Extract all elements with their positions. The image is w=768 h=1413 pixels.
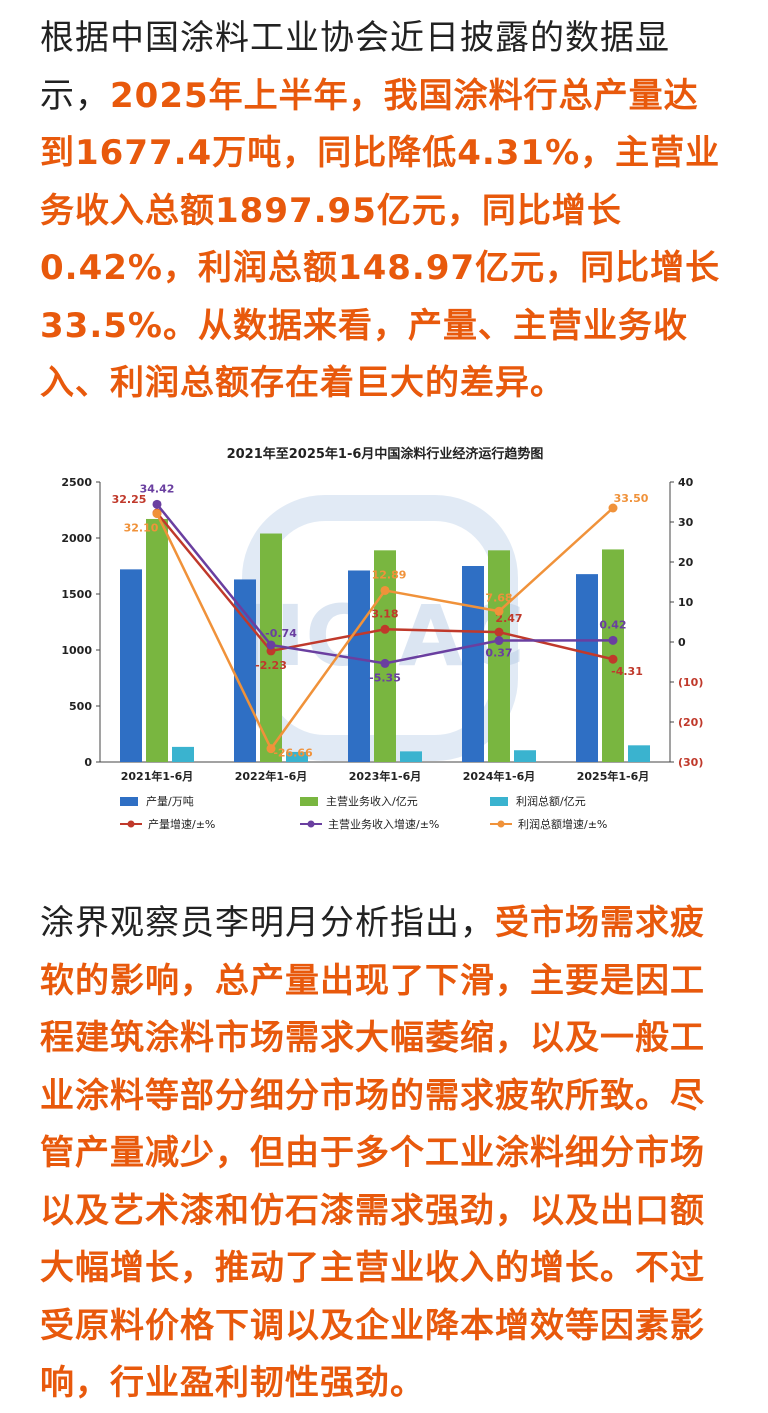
right-tick-label: 30 (678, 516, 694, 529)
line-point-3-1 (152, 509, 162, 519)
line-point-1-5 (608, 654, 618, 664)
legend-marker (127, 820, 135, 828)
category-label: 2021年1-6月 (121, 769, 194, 783)
right-tick-label: (30) (678, 756, 703, 769)
data-label-3-3: 12.89 (372, 568, 407, 581)
chart-title: 2021年至2025年1-6月中国涂料行业经济运行趋势图 (227, 446, 544, 462)
right-tick-label: 40 (678, 476, 694, 489)
data-label-2-5: 0.42 (599, 618, 626, 631)
left-tick-label: 2500 (61, 476, 92, 489)
category-label: 2022年1-6月 (235, 769, 308, 783)
bar-2-1 (146, 518, 168, 762)
legend-swatch (490, 797, 508, 806)
bar-3-4 (514, 750, 536, 762)
legend-swatch (120, 797, 138, 806)
line-point-3-3 (380, 585, 390, 595)
paragraph-1: 根据中国涂料工业协会近日披露的数据显示，2025年上半年，我国涂料行总产量达到1… (40, 10, 730, 413)
paragraph-1-lead: 根据中国涂料工业协会近日披露的数据显示， (40, 18, 670, 116)
legend-marker (307, 820, 315, 828)
paragraph-2-highlight: 受市场需求疲软的影响，总产量出现了下滑，主要是因工程建筑涂料市场需求大幅萎缩，以… (40, 903, 705, 1403)
paragraph-1-highlight: 2025年上半年，我国涂料行总产量达到1677.4万吨，同比降低4.31%，主营… (40, 75, 721, 404)
line-point-2-4 (494, 636, 504, 646)
category-label: 2023年1-6月 (349, 769, 422, 783)
right-tick-label: 10 (678, 596, 694, 609)
line-point-2-1 (152, 499, 162, 509)
category-label: 2024年1-6月 (463, 769, 536, 783)
left-tick-label: 1000 (61, 644, 92, 657)
right-tick-label: 20 (678, 556, 694, 569)
line-point-3-4 (494, 606, 504, 616)
trend-chart: 2021年至2025年1-6月中国涂料行业经济运行趋势图NCIAC0500100… (40, 430, 730, 850)
right-tick-label: 0 (678, 636, 686, 649)
line-point-3-2 (266, 744, 276, 754)
paragraph-2-lead: 涂界观察员李明月分析指出， (40, 903, 495, 943)
legend-label: 产量/万吨 (146, 794, 194, 808)
bar-1-5 (576, 574, 598, 762)
right-tick-label: (20) (678, 716, 703, 729)
left-tick-label: 2000 (61, 532, 92, 545)
left-tick-label: 0 (84, 756, 92, 769)
line-point-2-5 (608, 635, 618, 645)
bar-1-1 (120, 569, 142, 762)
bar-2-3 (374, 550, 396, 762)
legend-label: 利润总额/亿元 (516, 794, 586, 808)
bar-3-5 (628, 745, 650, 762)
right-tick-label: (10) (678, 676, 703, 689)
data-label-3-2: -26.66 (273, 747, 313, 760)
data-label-1-4: 2.47 (495, 612, 522, 625)
data-label-2-2: -0.74 (265, 627, 297, 640)
bar-1-2 (234, 579, 256, 762)
data-label-3-5: 33.50 (614, 492, 649, 505)
legend-marker (497, 820, 505, 828)
line-point-2-2 (266, 640, 276, 650)
left-tick-label: 1500 (61, 588, 92, 601)
line-point-1-4 (494, 627, 504, 637)
legend-label: 利润总额增速/±% (518, 817, 607, 831)
left-tick-label: 500 (69, 700, 92, 713)
legend-label: 产量增速/±% (148, 817, 215, 831)
bar-1-4 (462, 566, 484, 762)
trend-chart-svg: 2021年至2025年1-6月中国涂料行业经济运行趋势图NCIAC0500100… (61, 446, 703, 831)
legend-label: 主营业务收入增速/±% (328, 817, 439, 831)
data-label-3-4: 7.68 (485, 591, 512, 604)
bar-3-2 (286, 751, 308, 762)
category-label: 2025年1-6月 (577, 769, 650, 783)
line-point-3-5 (608, 503, 618, 513)
paragraph-2: 涂界观察员李明月分析指出，受市场需求疲软的影响，总产量出现了下滑，主要是因工程建… (40, 895, 730, 1413)
data-label-1-2: -2.23 (255, 659, 287, 672)
data-label-2-3: -5.35 (369, 671, 401, 684)
bar-3-3 (400, 751, 422, 762)
data-label-2-4: 0.37 (485, 647, 512, 660)
line-point-1-3 (380, 624, 390, 634)
data-label-1-5: -4.31 (611, 665, 643, 678)
bar-2-4 (488, 550, 510, 762)
legend-label: 主营业务收入/亿元 (326, 794, 418, 808)
data-label-2-1: 34.42 (140, 482, 175, 495)
bar-1-3 (348, 570, 370, 762)
bar-3-1 (172, 746, 194, 762)
data-label-3-1: 32.10 (124, 522, 159, 535)
data-label-1-3: 3.18 (371, 607, 398, 620)
line-point-2-3 (380, 658, 390, 668)
data-label-1-1: 32.25 (112, 493, 147, 506)
legend-swatch (300, 797, 318, 806)
